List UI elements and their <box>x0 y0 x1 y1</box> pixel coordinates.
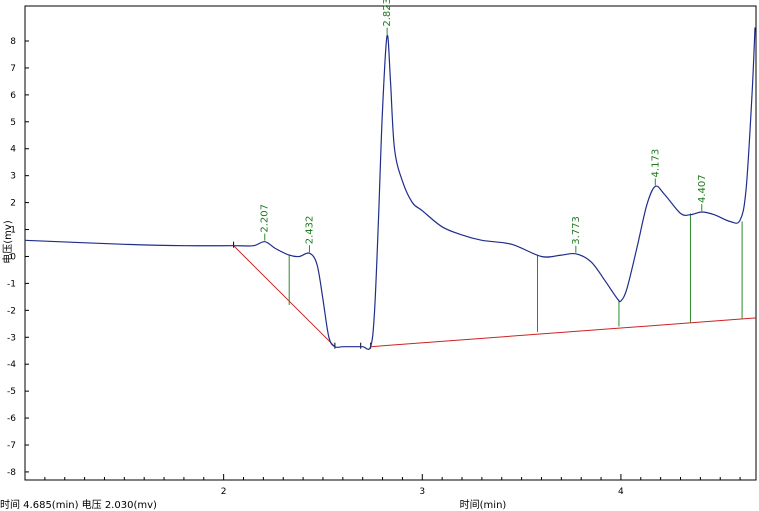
y-tick-label: 5 <box>10 118 16 128</box>
y-tick-label: -8 <box>7 468 16 478</box>
y-tick-label: -1 <box>7 279 16 289</box>
y-tick-label: -6 <box>7 414 16 424</box>
y-axis-title: 电压(mv) <box>1 220 14 264</box>
y-tick-label: 6 <box>10 91 16 101</box>
baseline-segment <box>370 317 757 348</box>
cursor-readout: 时间 4.685(min) 电压 2.030(mv) <box>0 500 157 511</box>
baseline-segment <box>233 245 336 348</box>
y-tick-label: 7 <box>10 64 16 74</box>
y-tick-label: -2 <box>7 306 16 316</box>
y-tick-label: -7 <box>7 441 16 451</box>
y-tick-label: -5 <box>7 387 16 397</box>
x-tick-label: 4 <box>618 487 624 497</box>
x-axis: 2 3 4 <box>44 474 741 497</box>
x-tick-label: 2 <box>221 487 227 497</box>
x-tick-label: 3 <box>419 487 425 497</box>
y-tick-label: 2 <box>10 199 16 209</box>
peak-label: 3.773 <box>571 216 582 245</box>
peak-label: 2.823 <box>382 0 393 27</box>
peak-labels: 2.207 2.432 2.823 3.773 4.173 4.407 <box>260 0 708 253</box>
plot-frame <box>24 5 757 481</box>
integration-baselines <box>233 241 757 349</box>
y-tick-label: -3 <box>7 333 16 343</box>
y-tick-label: 4 <box>10 145 16 155</box>
peak-label: 4.407 <box>697 174 708 203</box>
peak-drop-lines <box>288 213 743 332</box>
signal-trace <box>24 27 756 350</box>
y-tick-label: -4 <box>7 360 16 370</box>
y-tick-label: 8 <box>10 37 16 47</box>
y-axis: 8 7 6 5 4 3 2 1 0 -1 -2 -3 -4 -5 -6 -7 -8 <box>7 37 29 478</box>
peak-label: 2.432 <box>304 216 315 245</box>
y-tick-label: 3 <box>10 172 16 182</box>
peak-label: 4.173 <box>650 149 661 178</box>
y-tick-label: 1 <box>10 226 16 236</box>
peak-label: 2.207 <box>260 204 271 233</box>
y-tick-label: 0 <box>10 252 16 262</box>
x-axis-title: 时间(min) <box>460 498 507 511</box>
